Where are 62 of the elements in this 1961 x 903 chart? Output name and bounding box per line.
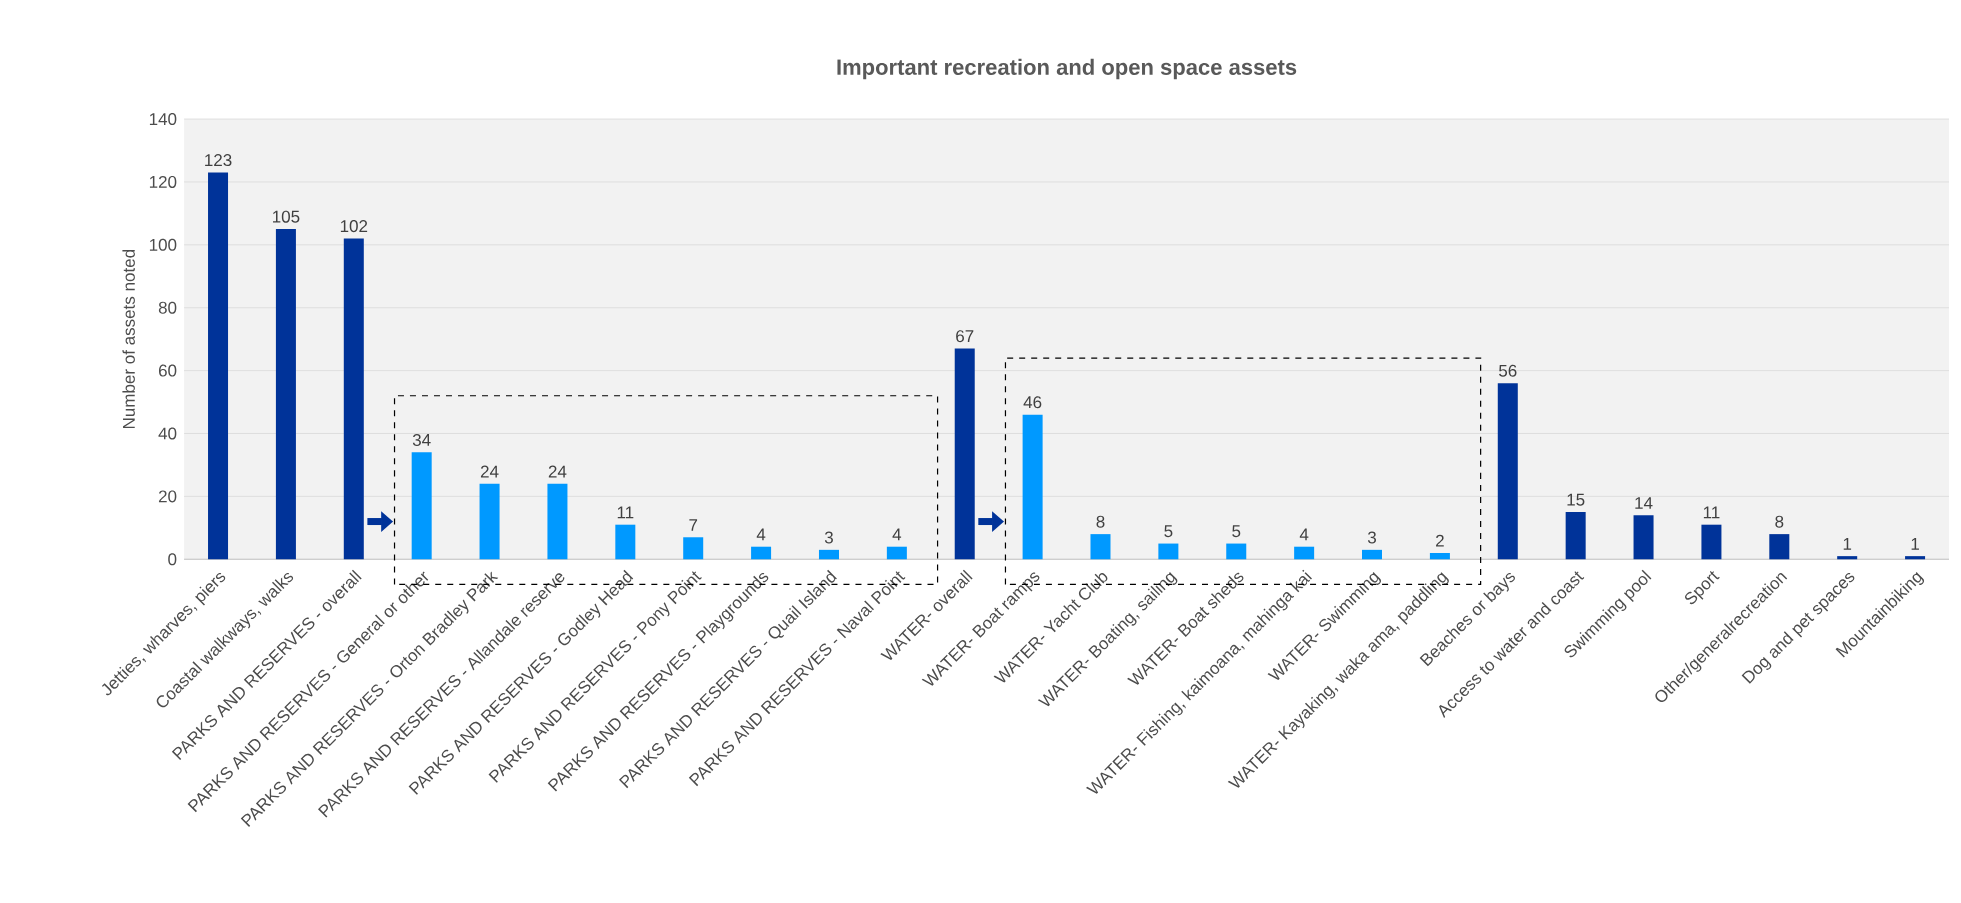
bar bbox=[683, 537, 704, 560]
data-label: 34 bbox=[412, 433, 431, 446]
y-tick-label: 0 bbox=[168, 553, 177, 566]
chart-title: Important recreation and open space assets bbox=[837, 58, 1297, 80]
data-label: 14 bbox=[1635, 496, 1653, 509]
data-label: 24 bbox=[480, 465, 499, 478]
data-label: 102 bbox=[340, 219, 368, 232]
y-axis-title: Number of assets noted bbox=[122, 249, 135, 428]
bar bbox=[1837, 555, 1858, 560]
bar bbox=[751, 546, 772, 560]
data-label: 5 bbox=[1164, 525, 1173, 537]
y-tick-label: 40 bbox=[158, 427, 177, 440]
data-label: 24 bbox=[548, 465, 567, 478]
data-label: 8 bbox=[1096, 515, 1105, 528]
data-label: 46 bbox=[1023, 395, 1042, 408]
bar bbox=[1565, 511, 1586, 560]
bar bbox=[411, 452, 432, 560]
bar bbox=[1022, 414, 1043, 560]
data-label: 7 bbox=[689, 518, 698, 531]
bar bbox=[615, 524, 636, 560]
bar bbox=[1226, 543, 1247, 560]
data-label: 67 bbox=[956, 329, 974, 342]
bar bbox=[479, 483, 500, 560]
data-label: 3 bbox=[1367, 531, 1377, 544]
bar bbox=[547, 483, 568, 560]
bar bbox=[1633, 515, 1654, 560]
data-label: 4 bbox=[1299, 528, 1309, 541]
bar bbox=[954, 348, 975, 560]
bar bbox=[208, 172, 229, 560]
bar bbox=[886, 546, 907, 560]
data-label: 4 bbox=[892, 528, 902, 541]
bar bbox=[275, 228, 296, 560]
y-tick-label: 60 bbox=[158, 364, 177, 377]
bar bbox=[1497, 382, 1518, 560]
bar bbox=[1090, 533, 1111, 560]
bar bbox=[1905, 555, 1926, 560]
data-label: 15 bbox=[1567, 493, 1585, 506]
data-label: 123 bbox=[205, 153, 232, 166]
data-label: 1 bbox=[1911, 537, 1919, 550]
data-label: 11 bbox=[1703, 506, 1720, 519]
bar bbox=[1294, 546, 1315, 560]
y-tick-label: 20 bbox=[158, 490, 177, 503]
data-label: 56 bbox=[1499, 364, 1517, 377]
y-tick-label: 80 bbox=[158, 301, 177, 314]
y-tick-label: 120 bbox=[149, 175, 177, 188]
bar bbox=[1769, 533, 1790, 560]
data-label: 4 bbox=[756, 528, 766, 541]
bar bbox=[1701, 524, 1722, 560]
bar bbox=[818, 549, 839, 560]
data-label: 3 bbox=[824, 531, 833, 544]
data-label: 5 bbox=[1232, 525, 1241, 537]
bar bbox=[1429, 552, 1450, 560]
data-label: 11 bbox=[617, 506, 634, 519]
y-tick-label: 100 bbox=[149, 238, 177, 251]
data-label: 1 bbox=[1843, 537, 1852, 550]
bar bbox=[1362, 549, 1383, 560]
bar bbox=[343, 238, 364, 560]
y-tick-label: 140 bbox=[149, 112, 177, 125]
data-label: 2 bbox=[1436, 534, 1444, 547]
bar bbox=[1158, 543, 1179, 560]
data-label: 105 bbox=[273, 210, 300, 223]
data-label: 8 bbox=[1775, 515, 1784, 528]
